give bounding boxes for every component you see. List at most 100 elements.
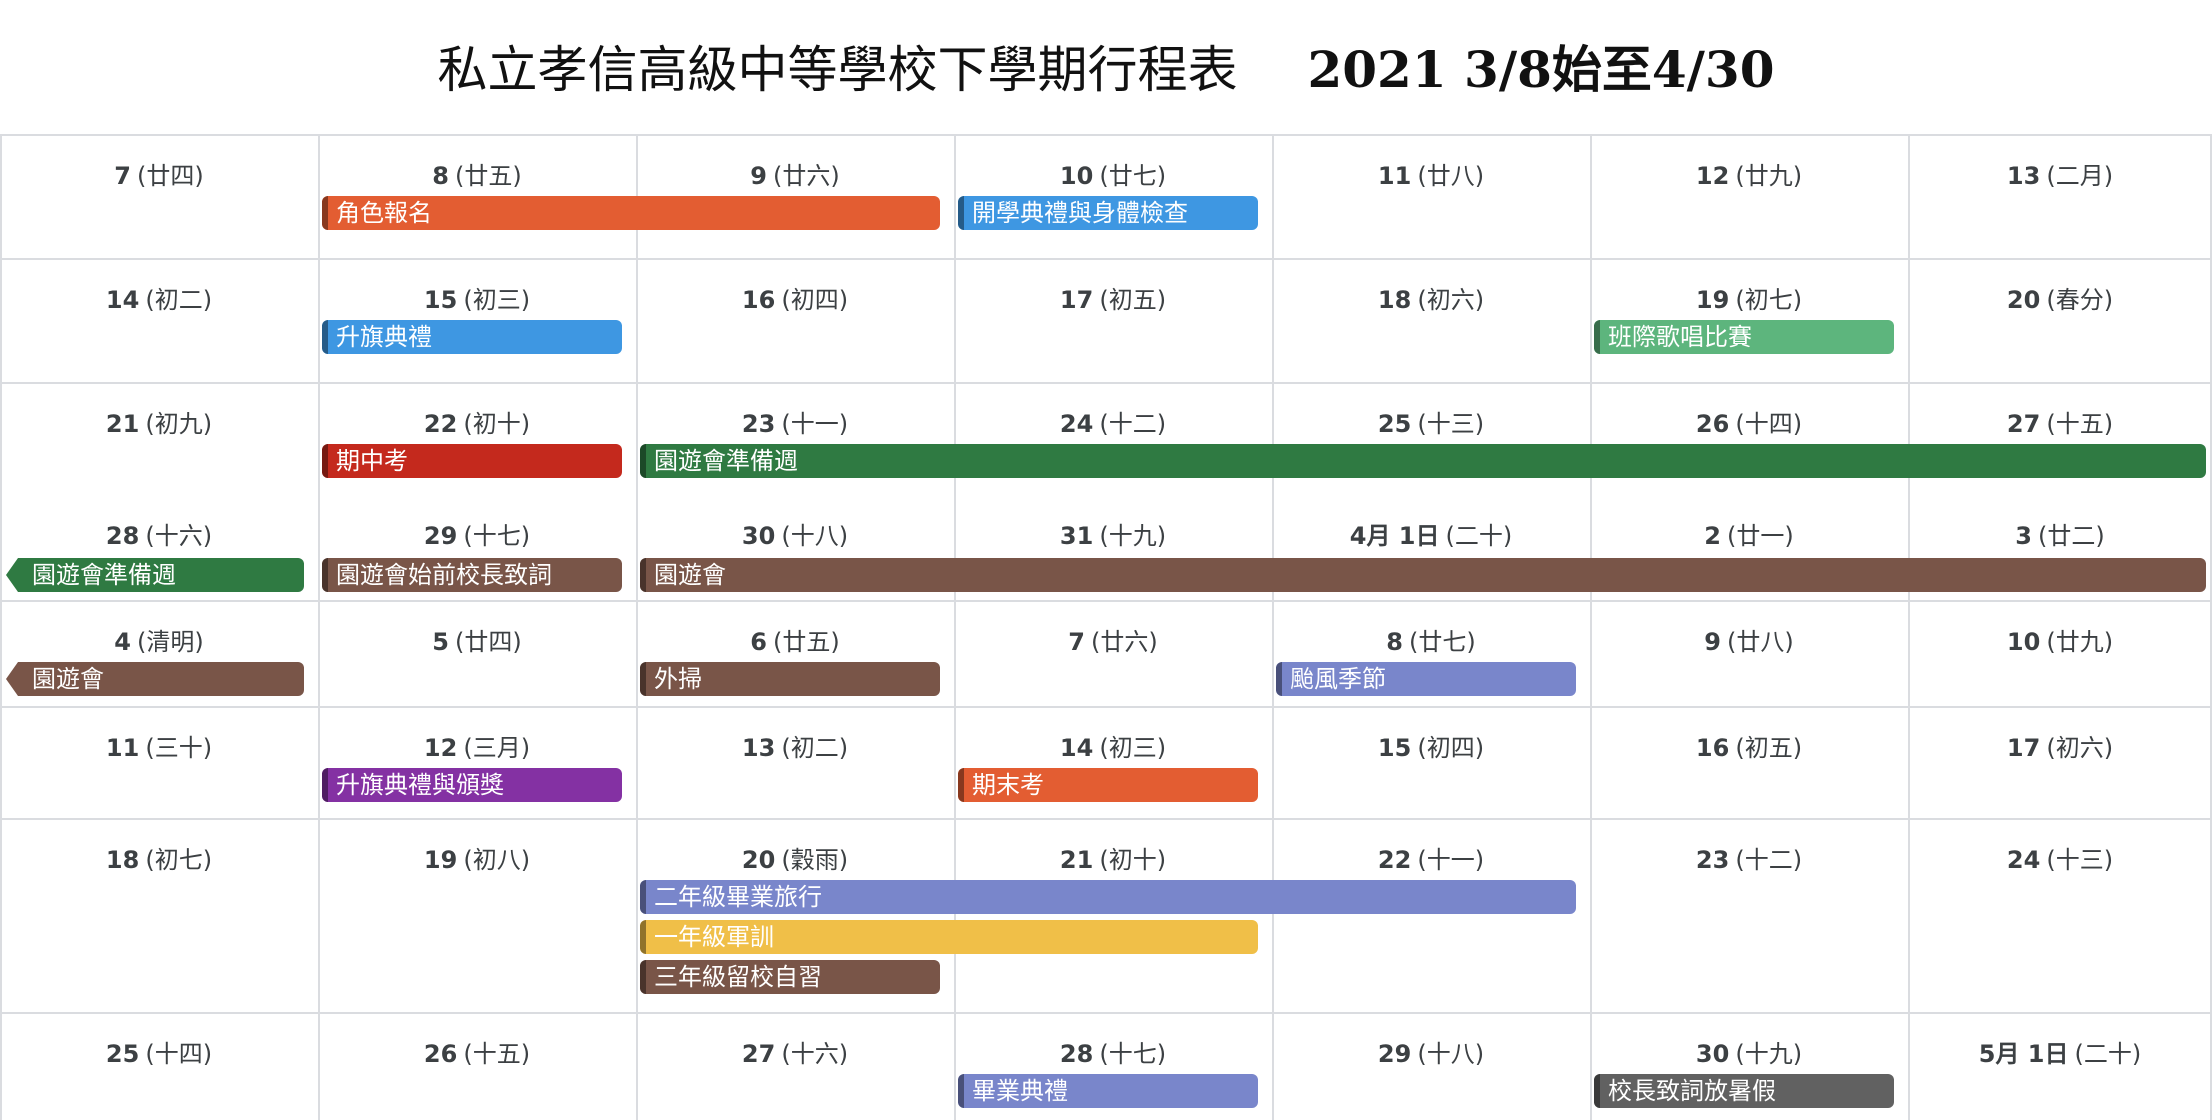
day-cell-label[interactable]: 19 (初八) (318, 840, 636, 875)
day-number: 16 (741, 286, 776, 314)
day-cell-label[interactable]: 30 (十八) (636, 516, 954, 551)
calendar-event[interactable]: 園遊會準備週 (640, 444, 2206, 478)
day-number: 18 (105, 846, 140, 874)
calendar-event[interactable]: 園遊會 (6, 662, 304, 696)
calendar-event[interactable]: 颱風季節 (1276, 662, 1576, 696)
day-cell-label[interactable]: 20 (春分) (1908, 280, 2212, 315)
day-cell-label[interactable]: 21 (初九) (0, 404, 318, 439)
day-cell-label[interactable]: 25 (十四) (0, 1034, 318, 1069)
day-cell-label[interactable]: 28 (十七) (954, 1034, 1272, 1069)
calendar-event[interactable]: 期中考 (322, 444, 622, 478)
calendar-event[interactable]: 角色報名 (322, 196, 940, 230)
lunar-date: (三十) (145, 734, 213, 762)
day-number: 6 (750, 628, 767, 656)
day-number: 30 (741, 522, 776, 550)
day-number: 21 (1059, 846, 1094, 874)
day-cell-label[interactable]: 22 (十一) (1272, 840, 1590, 875)
day-cell-label[interactable]: 24 (十二) (954, 404, 1272, 439)
day-cell-label[interactable]: 27 (十六) (636, 1034, 954, 1069)
day-cell-label[interactable]: 17 (初六) (1908, 728, 2212, 763)
day-cell-label[interactable]: 31 (十九) (954, 516, 1272, 551)
event-title: 畢業典禮 (972, 1077, 1068, 1105)
day-cell-label[interactable]: 23 (十一) (636, 404, 954, 439)
lunar-date: (初七) (145, 846, 213, 874)
day-cell-label[interactable]: 6 (廿五) (636, 622, 954, 657)
day-cell-label[interactable]: 30 (十九) (1590, 1034, 1908, 1069)
day-cell-label[interactable]: 12 (廿九) (1590, 156, 1908, 191)
day-cell-label[interactable]: 18 (初六) (1272, 280, 1590, 315)
day-cell-label[interactable]: 28 (十六) (0, 516, 318, 551)
calendar-event[interactable]: 園遊會始前校長致詞 (322, 558, 622, 592)
day-cell-label[interactable]: 4 (清明) (0, 622, 318, 657)
day-cell-label[interactable]: 19 (初七) (1590, 280, 1908, 315)
day-cell-label[interactable]: 7 (廿四) (0, 156, 318, 191)
calendar-event[interactable]: 園遊會準備週 (6, 558, 304, 592)
day-cell-label[interactable]: 15 (初三) (318, 280, 636, 315)
day-cell-label[interactable]: 22 (初十) (318, 404, 636, 439)
day-number: 9 (1704, 628, 1721, 656)
day-cell-label[interactable]: 10 (廿七) (954, 156, 1272, 191)
day-cell-label[interactable]: 25 (十三) (1272, 404, 1590, 439)
row-divider (0, 706, 2212, 708)
day-cell-label[interactable]: 3 (廿二) (1908, 516, 2212, 551)
day-cell-label[interactable]: 17 (初五) (954, 280, 1272, 315)
calendar-event[interactable]: 畢業典禮 (958, 1074, 1258, 1108)
day-cell-label[interactable]: 11 (廿八) (1272, 156, 1590, 191)
day-cell-label[interactable]: 4月 1日 (二十) (1272, 516, 1590, 551)
calendar-event[interactable]: 園遊會 (640, 558, 2206, 592)
day-number: 27 (741, 1040, 776, 1068)
event-color-stripe (1594, 320, 1600, 354)
day-cell-label[interactable]: 8 (廿七) (1272, 622, 1590, 657)
day-number: 13 (741, 734, 776, 762)
day-cell-label[interactable]: 2 (廿一) (1590, 516, 1908, 551)
day-cell-label[interactable]: 16 (初五) (1590, 728, 1908, 763)
day-cell-label[interactable]: 26 (十五) (318, 1034, 636, 1069)
calendar-event[interactable]: 升旗典禮與頒獎 (322, 768, 622, 802)
lunar-date: (廿八) (1726, 628, 1794, 656)
day-cell-label[interactable]: 8 (廿五) (318, 156, 636, 191)
day-cell-label[interactable]: 24 (十三) (1908, 840, 2212, 875)
day-cell-label[interactable]: 14 (初三) (954, 728, 1272, 763)
event-color-stripe (640, 444, 646, 478)
day-cell-label[interactable]: 20 (穀雨) (636, 840, 954, 875)
day-cell-label[interactable]: 12 (三月) (318, 728, 636, 763)
calendar-event[interactable]: 期末考 (958, 768, 1258, 802)
day-cell-label[interactable]: 9 (廿八) (1590, 622, 1908, 657)
day-cell-label[interactable]: 14 (初二) (0, 280, 318, 315)
day-cell-label[interactable]: 16 (初四) (636, 280, 954, 315)
day-cell-label[interactable]: 10 (廿九) (1908, 622, 2212, 657)
calendar-event[interactable]: 一年級軍訓 (640, 920, 1258, 954)
calendar-event[interactable]: 二年級畢業旅行 (640, 880, 1576, 914)
event-color-stripe (640, 880, 646, 914)
calendar-event[interactable]: 三年級留校自習 (640, 960, 940, 994)
day-cell-label[interactable]: 15 (初四) (1272, 728, 1590, 763)
day-number: 28 (1059, 1040, 1094, 1068)
calendar-event[interactable]: 班際歌唱比賽 (1594, 320, 1894, 354)
day-cell-label[interactable]: 11 (三十) (0, 728, 318, 763)
day-cell-label[interactable]: 29 (十八) (1272, 1034, 1590, 1069)
lunar-date: (初二) (781, 734, 849, 762)
day-cell-label[interactable]: 29 (十七) (318, 516, 636, 551)
calendar-event[interactable]: 開學典禮與身體檢查 (958, 196, 1258, 230)
day-cell-label[interactable]: 5 (廿四) (318, 622, 636, 657)
day-cell-label[interactable]: 21 (初十) (954, 840, 1272, 875)
day-cell-label[interactable]: 5月 1日 (二十) (1908, 1034, 2212, 1069)
day-cell-label[interactable]: 26 (十四) (1590, 404, 1908, 439)
day-cell-label[interactable]: 18 (初七) (0, 840, 318, 875)
row-divider (0, 1012, 2212, 1014)
day-cell-label[interactable]: 13 (二月) (1908, 156, 2212, 191)
calendar-event[interactable]: 外掃 (640, 662, 940, 696)
lunar-date: (廿六) (1090, 628, 1158, 656)
lunar-date: (十八) (1417, 1040, 1485, 1068)
day-cell-label[interactable]: 23 (十二) (1590, 840, 1908, 875)
lunar-date: (十七) (463, 522, 531, 550)
day-cell-label[interactable]: 9 (廿六) (636, 156, 954, 191)
day-cell-label[interactable]: 13 (初二) (636, 728, 954, 763)
event-title: 二年級畢業旅行 (654, 883, 822, 911)
calendar-event[interactable]: 校長致詞放暑假 (1594, 1074, 1894, 1108)
day-cell-label[interactable]: 27 (十五) (1908, 404, 2212, 439)
calendar-event[interactable]: 升旗典禮 (322, 320, 622, 354)
lunar-date: (初七) (1735, 286, 1803, 314)
day-cell-label[interactable]: 7 (廿六) (954, 622, 1272, 657)
lunar-date: (廿一) (1726, 522, 1794, 550)
